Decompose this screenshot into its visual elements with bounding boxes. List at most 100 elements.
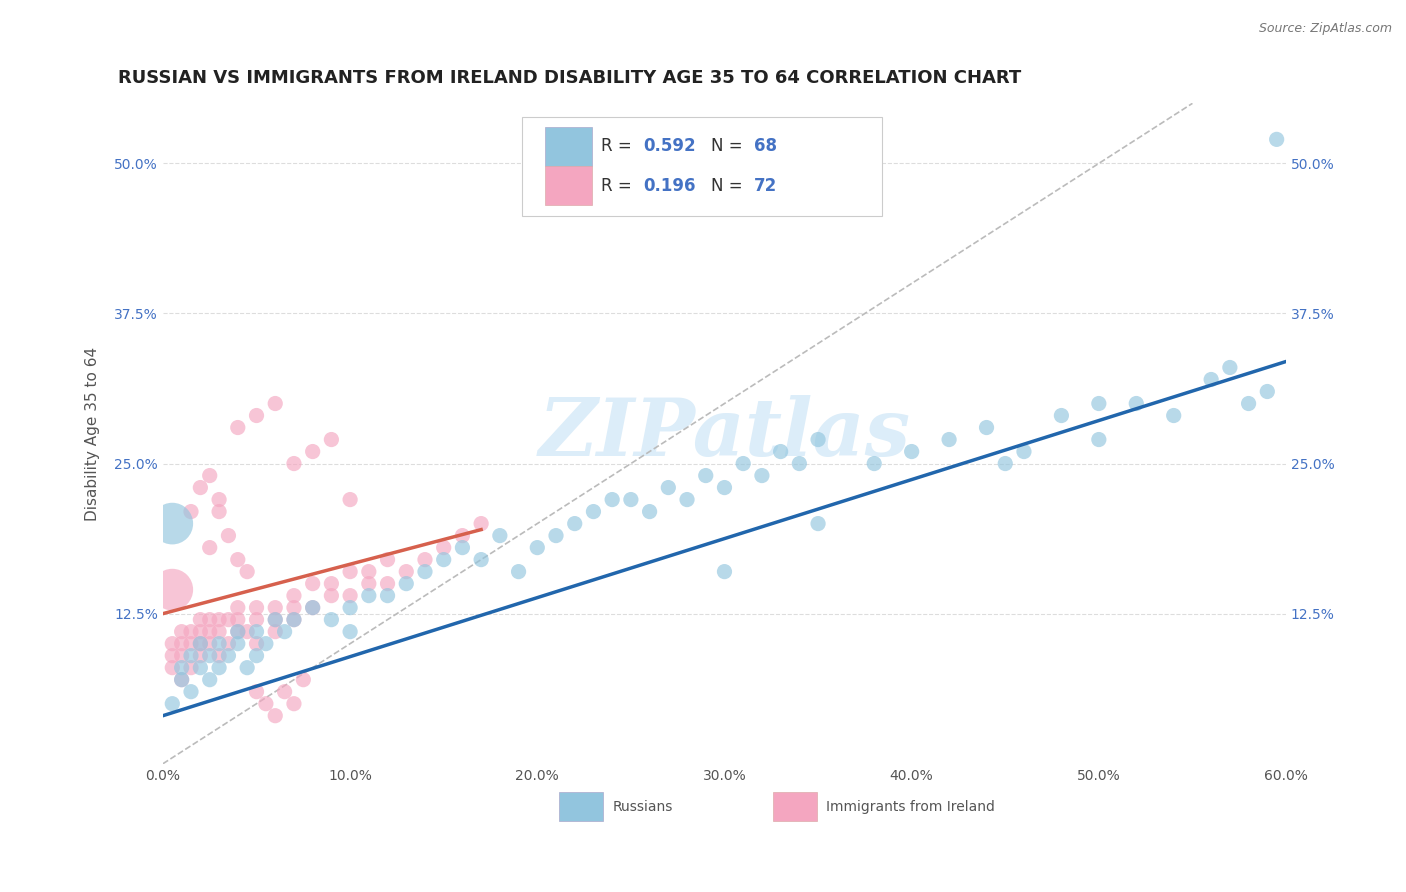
Point xyxy=(217,637,239,651)
Text: Source: ZipAtlas.com: Source: ZipAtlas.com xyxy=(1258,22,1392,36)
Point xyxy=(377,576,399,591)
Point xyxy=(217,528,239,542)
Point xyxy=(198,624,221,639)
Text: R =: R = xyxy=(600,177,637,194)
Point xyxy=(226,613,249,627)
Point xyxy=(1219,360,1241,375)
Point xyxy=(264,624,287,639)
Point xyxy=(226,624,249,639)
Point xyxy=(1125,396,1147,410)
Point xyxy=(713,565,735,579)
Point xyxy=(470,552,492,566)
Point xyxy=(254,697,277,711)
Point xyxy=(236,565,259,579)
Point xyxy=(162,516,184,531)
Point xyxy=(357,565,380,579)
Point xyxy=(339,565,361,579)
Text: 0.592: 0.592 xyxy=(644,137,696,155)
Point xyxy=(190,661,212,675)
Point xyxy=(236,661,259,675)
Point xyxy=(226,624,249,639)
Point xyxy=(283,600,305,615)
Point xyxy=(600,492,623,507)
Text: ZIPatlas: ZIPatlas xyxy=(538,395,911,472)
Point xyxy=(489,528,512,542)
Point xyxy=(357,589,380,603)
Point xyxy=(1163,409,1185,423)
Point xyxy=(245,624,267,639)
Point xyxy=(245,409,267,423)
Text: Immigrants from Ireland: Immigrants from Ireland xyxy=(825,799,994,814)
Point xyxy=(994,457,1017,471)
Point xyxy=(264,600,287,615)
Point xyxy=(198,648,221,663)
Point xyxy=(162,637,184,651)
Point xyxy=(208,492,231,507)
Point xyxy=(162,582,184,597)
Point xyxy=(413,565,436,579)
Point xyxy=(162,648,184,663)
FancyBboxPatch shape xyxy=(544,167,592,205)
Text: R =: R = xyxy=(600,137,637,155)
Point xyxy=(226,637,249,651)
Point xyxy=(807,516,830,531)
Point xyxy=(264,613,287,627)
Point xyxy=(339,589,361,603)
Point xyxy=(413,552,436,566)
Point xyxy=(695,468,717,483)
Point xyxy=(433,541,456,555)
Point xyxy=(170,637,193,651)
Point xyxy=(357,576,380,591)
Point xyxy=(170,624,193,639)
Point xyxy=(283,613,305,627)
Point xyxy=(254,637,277,651)
Point xyxy=(301,600,323,615)
Point xyxy=(273,684,295,698)
FancyBboxPatch shape xyxy=(544,127,592,166)
Point xyxy=(170,661,193,675)
Point xyxy=(1265,132,1288,146)
Point xyxy=(301,444,323,458)
Point xyxy=(226,552,249,566)
Point xyxy=(226,420,249,434)
Point xyxy=(526,541,548,555)
Point xyxy=(301,600,323,615)
Point xyxy=(190,613,212,627)
Point xyxy=(208,648,231,663)
Point xyxy=(180,661,202,675)
Point xyxy=(198,613,221,627)
Point xyxy=(1088,396,1111,410)
Point xyxy=(190,481,212,495)
Point xyxy=(1199,372,1222,386)
Point xyxy=(198,541,221,555)
Point xyxy=(900,444,922,458)
Point xyxy=(451,541,474,555)
Point xyxy=(395,565,418,579)
Point xyxy=(620,492,643,507)
Point xyxy=(264,708,287,723)
Point xyxy=(339,624,361,639)
Point xyxy=(198,673,221,687)
Point xyxy=(208,613,231,627)
Point xyxy=(236,624,259,639)
Point xyxy=(751,468,773,483)
Point xyxy=(1088,433,1111,447)
Text: 72: 72 xyxy=(754,177,778,194)
Text: N =: N = xyxy=(711,137,748,155)
Point xyxy=(190,648,212,663)
Point xyxy=(301,576,323,591)
Point xyxy=(190,637,212,651)
Point xyxy=(180,648,202,663)
Point xyxy=(789,457,811,471)
Point xyxy=(807,433,830,447)
Point xyxy=(769,444,792,458)
Point xyxy=(170,673,193,687)
Point xyxy=(190,637,212,651)
Point xyxy=(208,661,231,675)
Point xyxy=(208,637,231,651)
Point xyxy=(377,552,399,566)
Point xyxy=(190,624,212,639)
Point xyxy=(217,613,239,627)
Point xyxy=(264,613,287,627)
Point xyxy=(638,505,661,519)
